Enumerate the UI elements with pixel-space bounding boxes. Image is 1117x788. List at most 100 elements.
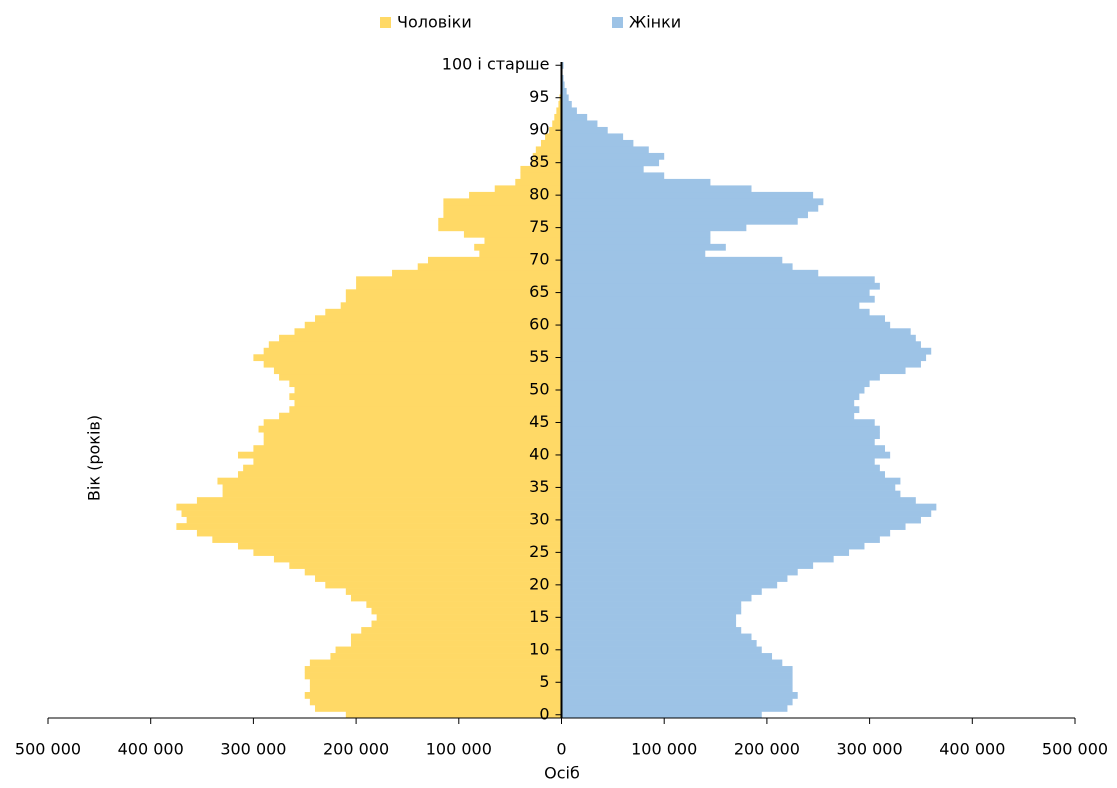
bar — [562, 198, 824, 205]
bar — [562, 250, 706, 257]
bar — [310, 660, 562, 667]
bar — [264, 361, 562, 368]
bar — [562, 263, 793, 270]
bar — [562, 133, 624, 140]
bar — [562, 413, 855, 420]
bar — [223, 484, 562, 491]
bar — [562, 101, 572, 108]
bar — [562, 302, 860, 309]
bar — [562, 335, 916, 342]
bar — [562, 406, 860, 413]
bar — [392, 270, 561, 277]
bar — [562, 166, 644, 173]
bar — [562, 699, 793, 706]
bar — [274, 556, 562, 563]
bar — [562, 562, 814, 569]
bar — [562, 452, 891, 459]
bar — [562, 471, 886, 478]
bar — [294, 400, 561, 407]
bar — [562, 543, 865, 550]
bar — [562, 679, 793, 686]
bar — [562, 146, 649, 153]
bar — [310, 686, 562, 693]
bar — [361, 627, 561, 634]
x-tick-label: 200 000 — [734, 740, 800, 759]
bar — [562, 419, 875, 426]
bar — [289, 406, 561, 413]
y-tick-label: 50 — [529, 380, 549, 399]
bar — [305, 666, 562, 673]
bar — [562, 497, 916, 504]
x-tick-label: 0 — [556, 740, 566, 759]
bar — [562, 601, 742, 608]
bar — [243, 465, 561, 472]
bar — [562, 465, 880, 472]
y-tick-label: 55 — [529, 347, 549, 366]
x-tick-label: 200 000 — [323, 740, 389, 759]
bar — [562, 536, 880, 543]
bar — [562, 205, 819, 212]
bar — [562, 192, 814, 199]
bar — [562, 322, 891, 329]
bar — [443, 205, 561, 212]
bar — [562, 634, 752, 641]
bar — [341, 302, 562, 309]
x-tick-label: 400 000 — [939, 740, 1005, 759]
bar — [562, 309, 870, 316]
x-tick-label: 500 000 — [1042, 740, 1108, 759]
bar — [351, 595, 562, 602]
bar — [552, 120, 561, 127]
bar — [279, 335, 561, 342]
y-tick-label: 20 — [529, 574, 549, 593]
y-tick-label: 70 — [529, 250, 549, 269]
bar — [330, 653, 561, 660]
bar — [274, 367, 562, 374]
y-tick-label: 90 — [529, 120, 549, 139]
bar — [315, 575, 561, 582]
bar — [182, 510, 562, 517]
bar — [562, 712, 762, 719]
bar — [562, 296, 875, 303]
bar — [279, 374, 561, 381]
bar — [562, 510, 932, 517]
bar — [562, 127, 608, 134]
y-tick-label: 60 — [529, 315, 549, 334]
bar — [562, 673, 793, 680]
bar — [315, 315, 561, 322]
bar — [562, 588, 762, 595]
bar — [562, 289, 870, 296]
bar — [305, 569, 562, 576]
bar — [325, 309, 561, 316]
bar — [253, 354, 561, 361]
bar — [562, 231, 711, 238]
bar — [264, 348, 562, 355]
bar — [294, 328, 561, 335]
y-tick-label: 85 — [529, 152, 549, 171]
x-tick-label: 100 000 — [426, 740, 492, 759]
legend-swatch — [612, 17, 623, 28]
bar — [279, 413, 561, 420]
bar — [562, 218, 798, 225]
bar — [289, 562, 561, 569]
x-tick-label: 400 000 — [118, 740, 184, 759]
bar — [562, 491, 901, 498]
bar — [562, 283, 880, 290]
bar — [253, 458, 561, 465]
y-tick-label: 65 — [529, 282, 549, 301]
bar — [541, 140, 562, 147]
legend-label: Чоловіки — [397, 13, 472, 32]
bar — [197, 530, 562, 537]
x-tick-label: 300 000 — [837, 740, 903, 759]
bar — [562, 660, 783, 667]
bar — [562, 640, 757, 647]
bar — [562, 153, 665, 160]
bar — [562, 653, 773, 660]
bar — [484, 237, 561, 244]
bar — [562, 627, 742, 634]
bar — [305, 673, 562, 680]
x-tick-label: 500 000 — [15, 740, 81, 759]
y-tick-label: 30 — [529, 509, 549, 528]
bar — [310, 699, 562, 706]
bar — [176, 523, 561, 530]
bar — [562, 237, 711, 244]
